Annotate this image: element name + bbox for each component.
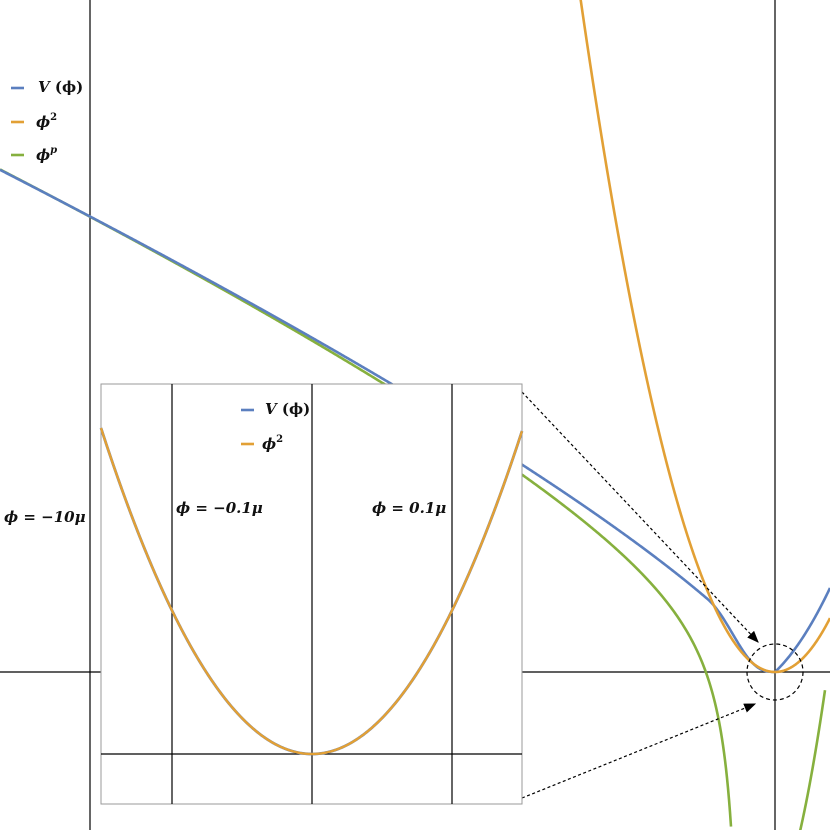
main-series-phi-p-line-right — [798, 689, 827, 830]
inset-annotation-phi-plus: ϕ = 0.1μ — [372, 499, 446, 517]
inset-series-phi-squared-line — [99, 427, 524, 756]
main-legend-label-v: V (ϕ) — [38, 78, 83, 96]
main-legend: V (ϕ) ϕ2 ϕp — [11, 78, 83, 164]
inset-legend-label-phi2: ϕ2 — [262, 434, 283, 453]
inset-annotation-phi-minus: ϕ = −0.1μ — [176, 499, 263, 517]
inset-chart: V (ϕ) ϕ2 ϕ = −0.1μ ϕ = 0.1μ — [99, 383, 524, 805]
main-legend-label-phip: ϕp — [36, 145, 57, 164]
inset-legend-label-v: V (ϕ) — [265, 400, 310, 418]
zoom-arrow-top — [521, 391, 759, 643]
zoom-arrow-bottom — [521, 703, 757, 799]
main-series-phi-squared-line — [579, 0, 830, 674]
inset-legend: V (ϕ) ϕ2 — [241, 400, 310, 453]
main-legend-label-phi2: ϕ2 — [36, 112, 57, 131]
main-annotation-phi-minus-10mu: ϕ = −10μ — [4, 508, 86, 526]
zoom-circle — [746, 643, 804, 701]
